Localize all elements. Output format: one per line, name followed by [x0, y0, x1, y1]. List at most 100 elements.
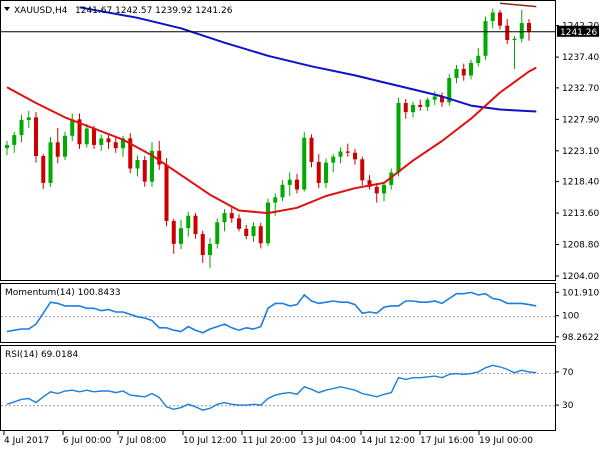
ma-fast-line	[6, 66, 537, 215]
candle-body	[469, 62, 473, 76]
candle-body	[229, 213, 234, 219]
indicators-group: 101.9106 100 98.2622 70 30	[6, 288, 600, 411]
candle-body	[519, 23, 524, 39]
candle-body	[244, 228, 249, 237]
candle-body	[70, 119, 75, 136]
candle-body	[331, 156, 336, 163]
candle-body	[121, 138, 125, 149]
candle-body	[454, 68, 459, 79]
candle-body	[440, 96, 444, 103]
candle-body	[324, 162, 328, 183]
rsi-line	[6, 364, 537, 411]
x-axis-ticks: 4 Jul 2017 6 Jul 00:00 7 Jul 08:00 10 Jul 1…	[3, 431, 533, 446]
rsi-tick-label: 70	[562, 368, 574, 378]
y-tick-label: 1218.40	[562, 178, 599, 188]
candle-body	[396, 102, 401, 173]
candle-body	[505, 25, 510, 41]
chevron-down-icon[interactable]	[4, 7, 10, 11]
candle-body	[48, 142, 53, 183]
rsi-tick-label: 30	[562, 401, 574, 411]
candle-body	[63, 135, 67, 157]
candle-body	[360, 159, 365, 181]
candle-body	[106, 138, 111, 143]
price-panel	[0, 0, 556, 281]
candle-body	[266, 202, 270, 244]
y-tick-label: 1204.00	[562, 272, 599, 282]
symbol-title: XAUUSD,H4	[14, 6, 68, 16]
x-tick-label: 11 Jul 20:00	[242, 436, 296, 446]
x-tick-label: 14 Jul 12:00	[361, 436, 415, 446]
candle-body	[338, 151, 343, 157]
candle-body	[461, 68, 466, 76]
candle-body	[113, 142, 118, 149]
candle-body	[26, 117, 31, 121]
candle-body	[418, 104, 423, 107]
candle-body	[99, 138, 104, 145]
candle-body	[432, 96, 437, 100]
candle-body	[403, 102, 408, 113]
y-tick-label: 1232.70	[562, 84, 599, 94]
x-tick-label: 13 Jul 04:00	[302, 436, 356, 446]
candle-body	[12, 135, 17, 145]
candle-body	[374, 186, 379, 194]
candle-body	[411, 104, 415, 113]
x-tick-label: 10 Jul 12:00	[183, 436, 237, 446]
ma-slow-line	[79, 6, 537, 113]
candle-body	[302, 137, 307, 190]
x-tick-label: 6 Jul 00:00	[63, 436, 112, 446]
y-tick-label: 1213.60	[562, 209, 599, 219]
y-tick-label: 1227.90	[562, 115, 599, 125]
candle-body	[345, 151, 350, 153]
ma-long-line	[499, 2, 537, 8]
candle-body	[476, 55, 481, 63]
candle-body	[512, 38, 517, 41]
momentum-tick-label: 98.2622	[562, 333, 599, 343]
ohlc-header: 1241.67 1242.57 1239.92 1241.26	[75, 6, 233, 16]
candle-body	[186, 215, 191, 229]
x-tick-label: 19 Jul 00:00	[479, 436, 533, 446]
candle-body	[251, 226, 256, 237]
candle-body	[382, 184, 386, 194]
y-tick-label: 1223.10	[562, 147, 599, 157]
candle-body	[425, 99, 430, 107]
rsi-panel	[0, 345, 556, 431]
candle-body	[208, 243, 212, 256]
candle-body	[193, 215, 198, 235]
candles-group	[5, 8, 531, 269]
candle-body	[316, 161, 321, 183]
y-tick-label: 1208.80	[562, 241, 599, 251]
candle-body	[171, 220, 176, 244]
candle-body	[258, 226, 263, 244]
candle-body	[200, 234, 205, 256]
candle-body	[142, 159, 147, 182]
candle-body	[150, 150, 154, 182]
momentum-line	[6, 291, 537, 334]
candle-body	[34, 117, 38, 157]
candle-body	[55, 142, 60, 157]
candle-body	[237, 218, 241, 229]
momentum-title: Momentum(14) 100.8433	[5, 288, 121, 298]
candle-body	[41, 156, 46, 183]
candle-body	[309, 137, 314, 162]
candle-body	[157, 150, 162, 165]
candle-body	[287, 179, 292, 185]
candle-body	[222, 213, 227, 223]
candle-body	[367, 180, 372, 187]
candle-body	[77, 119, 82, 145]
candle-body	[215, 222, 220, 244]
momentum-tick-label: 100	[562, 312, 579, 322]
candle-body	[447, 78, 452, 103]
candle-body	[135, 159, 140, 169]
candle-body	[5, 144, 9, 149]
candle-body	[498, 12, 502, 26]
moving-averages-group	[6, 2, 537, 215]
candle-body	[353, 152, 357, 160]
candle-body	[128, 138, 133, 169]
candle-body	[19, 120, 24, 136]
y-axis-ticks: 1242.201237.401232.701227.901223.101218.…	[555, 22, 599, 282]
candle-body	[389, 172, 394, 185]
momentum-tick-label: 101.9106	[562, 288, 600, 298]
last-price-badge	[557, 25, 599, 37]
last-price-label: 1241.26	[560, 28, 597, 38]
